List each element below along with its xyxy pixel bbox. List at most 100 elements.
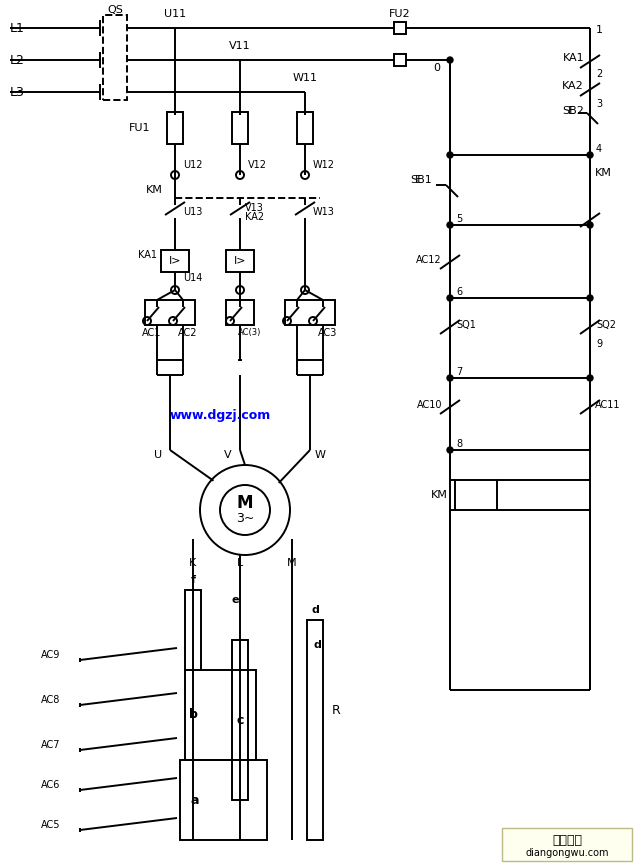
Text: M: M xyxy=(237,494,253,512)
Text: c: c xyxy=(236,714,244,727)
Bar xyxy=(145,300,195,325)
Text: E: E xyxy=(415,175,422,185)
Text: W13: W13 xyxy=(313,207,335,217)
Text: AC10: AC10 xyxy=(417,400,442,410)
Text: SB1: SB1 xyxy=(410,175,432,185)
Bar xyxy=(232,112,248,144)
Text: 5: 5 xyxy=(456,214,462,224)
Circle shape xyxy=(447,57,453,63)
Text: V11: V11 xyxy=(229,41,251,51)
Bar xyxy=(394,22,406,34)
Text: f: f xyxy=(191,575,195,585)
Text: KM: KM xyxy=(146,185,163,195)
Text: 电工之屋: 电工之屋 xyxy=(552,834,582,847)
Bar xyxy=(297,112,313,144)
Text: W12: W12 xyxy=(313,160,335,170)
Text: M: M xyxy=(287,558,297,568)
Text: K: K xyxy=(189,558,196,568)
Circle shape xyxy=(447,447,453,453)
Bar xyxy=(185,670,256,760)
Text: 6: 6 xyxy=(456,287,462,297)
Text: E: E xyxy=(568,106,575,116)
Text: SQ1: SQ1 xyxy=(456,320,476,330)
Text: W11: W11 xyxy=(292,73,317,83)
Text: SQ2: SQ2 xyxy=(596,320,616,330)
Text: KM: KM xyxy=(595,168,612,178)
Text: FU1: FU1 xyxy=(129,123,150,133)
Bar xyxy=(226,300,254,325)
Circle shape xyxy=(447,295,453,301)
Text: V: V xyxy=(225,450,232,460)
Circle shape xyxy=(587,152,593,158)
Text: FU2: FU2 xyxy=(389,9,411,19)
Text: AC3: AC3 xyxy=(318,328,338,338)
Circle shape xyxy=(587,375,593,381)
Text: V12: V12 xyxy=(248,160,267,170)
Text: 3: 3 xyxy=(596,99,602,109)
Text: b: b xyxy=(189,708,197,721)
Text: KA1: KA1 xyxy=(138,250,157,260)
Bar xyxy=(455,480,497,510)
Circle shape xyxy=(587,295,593,301)
Text: U12: U12 xyxy=(183,160,202,170)
Circle shape xyxy=(587,222,593,228)
Text: U: U xyxy=(154,450,162,460)
Text: AC1: AC1 xyxy=(142,328,162,338)
Bar xyxy=(180,760,267,840)
Text: R: R xyxy=(332,703,340,716)
Text: 8: 8 xyxy=(456,439,462,449)
Text: KA2: KA2 xyxy=(563,81,584,91)
Text: W: W xyxy=(315,450,326,460)
Text: L: L xyxy=(237,558,243,568)
Text: 0: 0 xyxy=(433,63,440,73)
Circle shape xyxy=(447,222,453,228)
Text: KM: KM xyxy=(431,490,448,500)
Text: AC7: AC7 xyxy=(40,740,60,750)
Bar xyxy=(232,640,248,800)
Text: AC2: AC2 xyxy=(179,328,198,338)
Text: AC9: AC9 xyxy=(40,650,60,660)
Text: AC8: AC8 xyxy=(40,695,60,705)
Text: L1: L1 xyxy=(10,22,25,35)
Text: AC12: AC12 xyxy=(417,255,442,265)
Text: 9: 9 xyxy=(596,339,602,349)
Circle shape xyxy=(447,375,453,381)
Bar xyxy=(394,54,406,66)
Bar xyxy=(307,620,323,840)
Text: 4: 4 xyxy=(596,144,602,154)
Text: U14: U14 xyxy=(183,273,202,283)
Text: I>: I> xyxy=(169,256,181,266)
Text: L2: L2 xyxy=(10,54,25,67)
Text: L3: L3 xyxy=(10,86,25,98)
Text: e: e xyxy=(231,595,239,605)
Text: AC11: AC11 xyxy=(595,400,621,410)
Circle shape xyxy=(447,152,453,158)
Text: V13: V13 xyxy=(245,203,264,213)
Text: 1: 1 xyxy=(596,25,603,35)
Text: d: d xyxy=(313,640,321,650)
Text: 3~: 3~ xyxy=(236,512,254,525)
Bar xyxy=(185,590,201,670)
Text: d: d xyxy=(311,605,319,615)
Text: diangongwu.com: diangongwu.com xyxy=(525,848,609,858)
Text: KA2: KA2 xyxy=(245,212,264,222)
Text: U11: U11 xyxy=(164,9,186,19)
Text: AC5: AC5 xyxy=(40,820,60,830)
Bar xyxy=(167,112,183,144)
Text: a: a xyxy=(191,793,199,806)
Text: SB2: SB2 xyxy=(562,106,584,116)
Text: www.dgzj.com: www.dgzj.com xyxy=(170,409,271,422)
Bar xyxy=(226,250,254,272)
Bar xyxy=(161,250,189,272)
Text: U13: U13 xyxy=(183,207,202,217)
Text: 7: 7 xyxy=(456,367,462,377)
Text: I>: I> xyxy=(234,256,246,266)
Text: AC6: AC6 xyxy=(40,780,60,790)
Text: AC(3): AC(3) xyxy=(238,328,262,338)
Text: KA1: KA1 xyxy=(563,53,584,63)
Text: 2: 2 xyxy=(596,69,602,79)
Bar xyxy=(103,15,127,100)
Text: QS: QS xyxy=(107,5,123,15)
Bar xyxy=(285,300,335,325)
Bar xyxy=(502,828,632,861)
